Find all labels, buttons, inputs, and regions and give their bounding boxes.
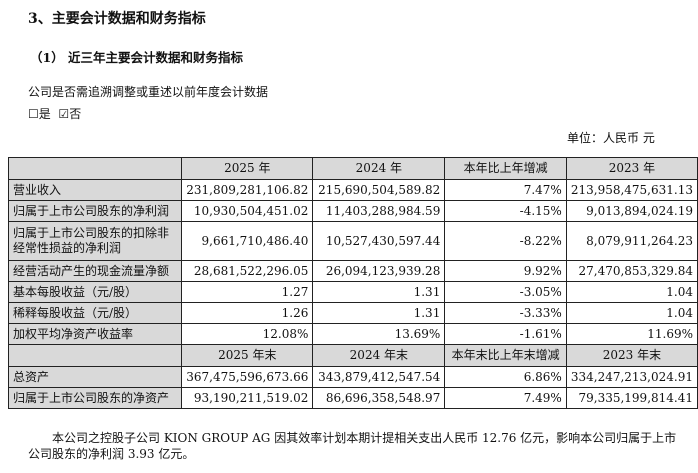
table-header-row: 2025 年 2024 年本年比上年增减 2023 年 bbox=[7, 157, 698, 180]
table-row: 稀释每股收益（元/股） 1.26 1.31 -3.33% 1.04 bbox=[7, 302, 698, 324]
row-label: 加权平均净资产收益率 bbox=[7, 323, 183, 345]
cell-value: 9,013,894,024.19 bbox=[565, 200, 698, 222]
cell-value: 27,470,853,329.84 bbox=[565, 260, 698, 282]
cell-value: 1.26 bbox=[181, 302, 314, 324]
cell-value: 11,403,288,984.59 bbox=[312, 200, 446, 222]
footnote-line-2: 公司股东的净利润 3.93 亿元。 bbox=[28, 447, 195, 461]
cell-value: 12.08% bbox=[181, 323, 314, 345]
cell-value: 1.04 bbox=[565, 302, 698, 324]
footnote-line-1: 本公司之控股子公司 KION GROUP AG 因其效率计划本期计提相关支出人民… bbox=[28, 429, 676, 446]
column-header: 本年末比上年末增减 bbox=[444, 344, 567, 367]
cell-value: 79,335,199,814.41 bbox=[565, 387, 698, 409]
cell-value: 8,079,911,264.23 bbox=[565, 221, 698, 261]
cell-value: 1.27 bbox=[181, 281, 314, 303]
row-label: 经营活动产生的现金流量净额 bbox=[7, 260, 183, 282]
column-header bbox=[7, 157, 183, 180]
cell-value: 215,690,504,589.82 bbox=[312, 179, 446, 201]
section-title: 3、主要会计数据和财务指标 bbox=[28, 11, 206, 27]
cell-value: 231,809,281,106.82 bbox=[181, 179, 314, 201]
column-header bbox=[7, 344, 183, 367]
table-row: 归属于上市公司股东的扣除非经常性损益的净利润 9,661,710,486.40 10… bbox=[7, 221, 698, 261]
column-header: 2024 年末 bbox=[312, 344, 446, 367]
restatement-question: 公司是否需追溯调整或重述以前年度会计数据 bbox=[28, 85, 269, 99]
checkbox-checked-icon[interactable]: ☑ bbox=[58, 107, 70, 121]
footnote-text-1: 本公司之控股子公司 KION GROUP AG 因其效率计划本期计提相关支出人民… bbox=[52, 431, 677, 445]
cell-value: 10,527,430,597.44 bbox=[312, 221, 446, 261]
column-header: 2025 年 bbox=[181, 157, 314, 180]
table-row: 归属于上市公司股东的净资产 93,190,211,519.02 86,696,358… bbox=[7, 387, 698, 409]
unit-label: 单位：人民币 元 bbox=[567, 131, 655, 145]
subsection-title: （1） 近三年主要会计数据和财务指标 bbox=[30, 50, 244, 65]
cell-value: 343,879,412,547.54 bbox=[312, 366, 446, 388]
row-label: 总资产 bbox=[7, 366, 183, 388]
cell-value: 9.92% bbox=[444, 260, 567, 282]
cell-value: 1.04 bbox=[565, 281, 698, 303]
cell-value: -4.15% bbox=[444, 200, 567, 222]
column-header: 2023 年 bbox=[565, 157, 698, 180]
table-row: 总资产 367,475,596,673.66 343,879,412,547.54 6… bbox=[7, 366, 698, 388]
option-yes-label: 是 bbox=[38, 107, 51, 121]
cell-value: 7.47% bbox=[444, 179, 567, 201]
restatement-options: ☐是 ☑否 bbox=[28, 105, 81, 122]
table-row: 归属于上市公司股东的净利润 10,930,504,451.02 11,403,288… bbox=[7, 200, 698, 222]
cell-value: 1.31 bbox=[312, 302, 446, 324]
column-header: 2024 年 bbox=[312, 157, 446, 180]
row-label: 归属于上市公司股东的净资产 bbox=[7, 387, 183, 409]
financial-data-table: 2025 年 2024 年本年比上年增减 2023 年营业收入 231,809,281… bbox=[7, 157, 698, 409]
cell-value: -3.05% bbox=[444, 281, 567, 303]
cell-value: -8.22% bbox=[444, 221, 567, 261]
cell-value: 10,930,504,451.02 bbox=[181, 200, 314, 222]
checkbox-unchecked-icon[interactable]: ☐ bbox=[28, 107, 39, 121]
table-row: 加权平均净资产收益率 12.08% 13.69% -1.61% 11.69% bbox=[7, 323, 698, 345]
table-row: 经营活动产生的现金流量净额 28,681,522,296.05 26,094,123… bbox=[7, 260, 698, 282]
row-label: 营业收入 bbox=[7, 179, 183, 201]
cell-value: 7.49% bbox=[444, 387, 567, 409]
table-header-row: 2025 年末 2024 年末 本年末比上年末增减 2023 年末 bbox=[7, 344, 698, 367]
cell-value: 86,696,358,548.97 bbox=[312, 387, 446, 409]
cell-value: 93,190,211,519.02 bbox=[181, 387, 314, 409]
option-no-label: 否 bbox=[69, 107, 82, 121]
cell-value: 11.69% bbox=[565, 323, 698, 345]
table-row: 营业收入 231,809,281,106.82 215,690,504,589.82… bbox=[7, 179, 698, 201]
table-row: 基本每股收益（元/股） 1.27 1.31 -3.05% 1.04 bbox=[7, 281, 698, 303]
cell-value: 367,475,596,673.66 bbox=[181, 366, 314, 388]
row-label: 归属于上市公司股东的扣除非经常性损益的净利润 bbox=[7, 221, 183, 261]
row-label: 归属于上市公司股东的净利润 bbox=[7, 200, 183, 222]
row-label: 稀释每股收益（元/股） bbox=[7, 302, 183, 324]
cell-value: 28,681,522,296.05 bbox=[181, 260, 314, 282]
cell-value: 1.31 bbox=[312, 281, 446, 303]
column-header: 2025 年末 bbox=[181, 344, 314, 367]
row-label: 基本每股收益（元/股） bbox=[7, 281, 183, 303]
cell-value: 9,661,710,486.40 bbox=[181, 221, 314, 261]
cell-value: 334,247,213,024.91 bbox=[565, 366, 698, 388]
column-header: 本年比上年增减 bbox=[444, 157, 567, 180]
column-header: 2023 年末 bbox=[565, 344, 698, 367]
cell-value: 13.69% bbox=[312, 323, 446, 345]
cell-value: -1.61% bbox=[444, 323, 567, 345]
cell-value: -3.33% bbox=[444, 302, 567, 324]
cell-value: 26,094,123,939.28 bbox=[312, 260, 446, 282]
cell-value: 6.86% bbox=[444, 366, 567, 388]
cell-value: 213,958,475,631.13 bbox=[565, 179, 698, 201]
